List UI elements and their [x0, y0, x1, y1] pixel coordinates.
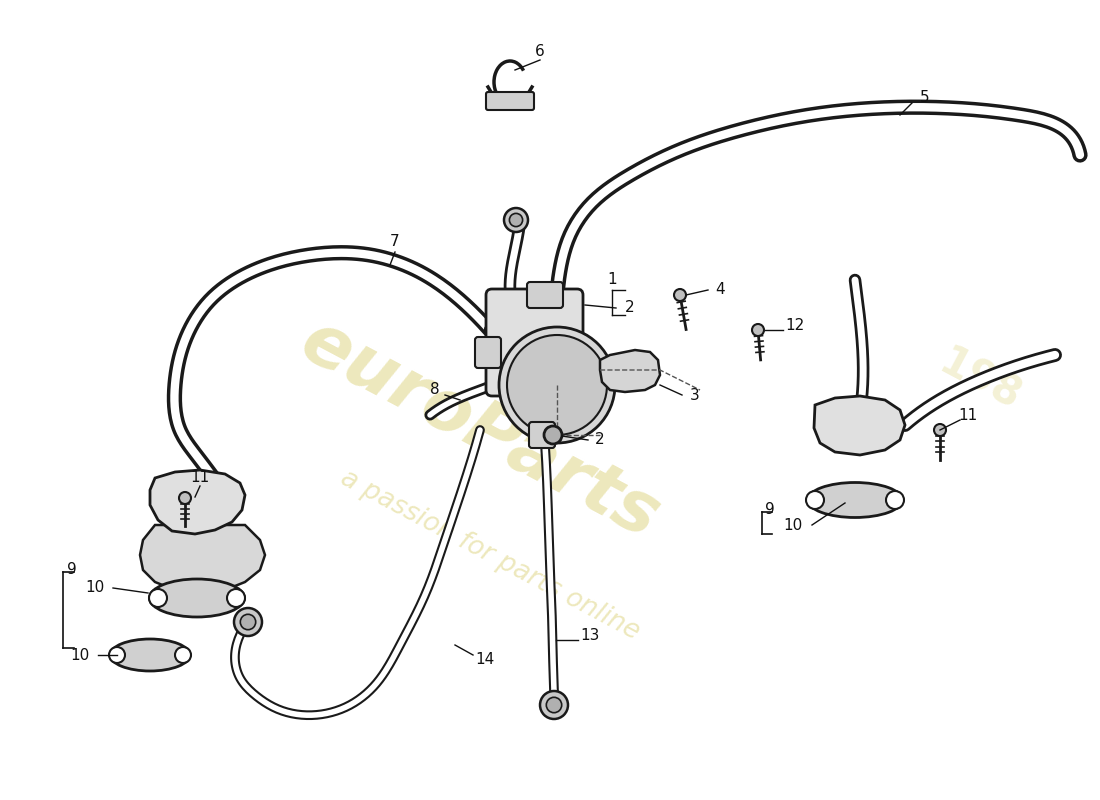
- Text: 2: 2: [625, 301, 635, 315]
- Text: 4: 4: [715, 282, 725, 298]
- Text: 9: 9: [766, 502, 774, 518]
- Polygon shape: [140, 525, 265, 590]
- Text: 198: 198: [932, 341, 1028, 419]
- Text: 8: 8: [430, 382, 440, 398]
- Text: 6: 6: [535, 45, 544, 59]
- Polygon shape: [814, 396, 905, 455]
- Circle shape: [509, 214, 522, 226]
- Circle shape: [934, 424, 946, 436]
- FancyBboxPatch shape: [527, 282, 563, 308]
- Text: 10: 10: [86, 581, 104, 595]
- Circle shape: [504, 208, 528, 232]
- Ellipse shape: [807, 482, 902, 518]
- Circle shape: [179, 492, 191, 504]
- Circle shape: [499, 327, 615, 443]
- Text: euroParts: euroParts: [289, 306, 671, 554]
- Polygon shape: [600, 350, 660, 392]
- Text: 2: 2: [595, 433, 605, 447]
- Circle shape: [544, 426, 562, 444]
- FancyBboxPatch shape: [529, 422, 556, 448]
- Text: 11: 11: [958, 407, 978, 422]
- Text: 1: 1: [607, 273, 617, 287]
- Text: 14: 14: [475, 653, 495, 667]
- Circle shape: [240, 614, 255, 630]
- Ellipse shape: [110, 639, 190, 671]
- Text: 3: 3: [690, 387, 700, 402]
- Circle shape: [540, 691, 568, 719]
- FancyBboxPatch shape: [475, 337, 500, 368]
- Circle shape: [234, 608, 262, 636]
- Circle shape: [109, 647, 125, 663]
- Text: 9: 9: [67, 562, 77, 578]
- Circle shape: [547, 698, 562, 713]
- Text: 11: 11: [190, 470, 210, 486]
- Ellipse shape: [150, 579, 244, 617]
- Circle shape: [674, 289, 686, 301]
- Text: 5: 5: [921, 90, 929, 106]
- Text: 12: 12: [785, 318, 804, 333]
- Circle shape: [806, 491, 824, 509]
- FancyBboxPatch shape: [486, 289, 583, 396]
- Polygon shape: [150, 470, 245, 534]
- Circle shape: [175, 647, 191, 663]
- Circle shape: [886, 491, 904, 509]
- Circle shape: [148, 589, 167, 607]
- Text: 13: 13: [581, 627, 600, 642]
- Text: 7: 7: [390, 234, 399, 250]
- Circle shape: [507, 335, 607, 435]
- Circle shape: [227, 589, 245, 607]
- Text: 10: 10: [70, 647, 89, 662]
- FancyBboxPatch shape: [486, 92, 534, 110]
- Circle shape: [752, 324, 764, 336]
- Text: 10: 10: [783, 518, 803, 533]
- Text: a passion for parts online: a passion for parts online: [336, 465, 644, 645]
